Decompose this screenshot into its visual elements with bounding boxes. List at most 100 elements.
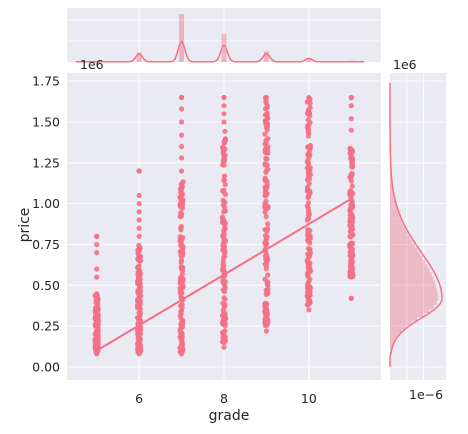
scatter-point: [262, 253, 269, 259]
scatter-point: [220, 287, 226, 293]
scatter-point: [262, 261, 268, 267]
scatter-point: [94, 274, 100, 280]
right-histogram-bar: [390, 345, 392, 350]
scatter-point: [262, 184, 268, 191]
scatter-point: [95, 304, 101, 310]
scatter-point: [136, 225, 142, 231]
right-histogram-bar: [390, 321, 412, 326]
scatter-point: [348, 94, 354, 101]
right-histogram-bar: [390, 288, 438, 293]
scatter-point: [348, 103, 354, 109]
top-kde-curve: [75, 40, 364, 63]
scatter-point: [304, 203, 310, 209]
scatter-point: [263, 198, 269, 204]
scatter-point: [221, 209, 227, 215]
scatter-point: [263, 266, 269, 272]
scatter-point: [220, 145, 226, 151]
scatter-point: [304, 293, 310, 299]
scatter-point: [94, 327, 100, 333]
scatter-point: [137, 284, 144, 290]
scatter-point: [177, 237, 183, 244]
scatter-point: [178, 257, 185, 263]
scatter-point: [221, 173, 228, 179]
right-histogram-bar: [390, 231, 408, 236]
scatter-point: [305, 184, 311, 190]
scatter-point: [178, 132, 185, 138]
scatter-point: [92, 292, 98, 298]
right-bottom-tick-label: 1e−6: [409, 387, 443, 402]
scatter-point: [307, 113, 313, 119]
scatter-point: [221, 189, 227, 195]
scatter-point: [265, 226, 271, 232]
scatter-point: [264, 291, 271, 297]
scatter-point: [178, 143, 185, 150]
scatter-point: [348, 202, 354, 208]
right-histogram-bar: [390, 292, 438, 297]
scatter-point: [137, 288, 143, 294]
right-histogram-bar: [390, 247, 418, 252]
scatter-point: [221, 279, 227, 285]
scatter-point: [136, 300, 142, 306]
right-histogram-bar: [390, 268, 430, 273]
y-tick-label: 1.00: [32, 196, 60, 211]
y-tick-label: 0.75: [32, 237, 60, 252]
y-tick-label: 1.75: [32, 74, 60, 89]
scatter-point: [265, 205, 271, 211]
right-histogram-bar: [390, 223, 404, 228]
scatter-point: [264, 309, 270, 316]
scatter-point: [265, 286, 271, 292]
right-histogram-bar: [390, 227, 406, 232]
scatter-point: [179, 305, 185, 311]
right-histogram-bar: [390, 304, 434, 309]
scatter-point: [135, 275, 142, 281]
scatter-point: [221, 339, 227, 345]
scatter-point: [349, 273, 355, 279]
scatter-point: [307, 228, 313, 234]
scatter-point: [178, 106, 185, 112]
scatter-point: [305, 238, 311, 244]
right-histogram-bar: [390, 215, 400, 220]
scatter-point: [349, 259, 356, 265]
right-histogram-bar: [390, 235, 410, 240]
scatter-point: [349, 162, 355, 169]
scatter-point: [136, 209, 142, 215]
scatter-point: [262, 112, 268, 118]
scatter-point: [264, 167, 270, 173]
right-offset-label: 1e6: [393, 57, 417, 72]
right-histogram-bar: [390, 202, 396, 207]
scatter-point: [263, 235, 269, 241]
scatter-point: [307, 100, 313, 106]
scatter-point: [347, 251, 354, 257]
scatter-point: [349, 171, 355, 177]
scatter-point: [94, 351, 100, 357]
scatter-point: [221, 295, 227, 301]
scatter-point: [220, 162, 226, 168]
scatter-point: [348, 241, 354, 247]
scatter-point: [348, 127, 354, 133]
right-histogram-bar: [390, 272, 432, 277]
right-histogram-bar: [390, 198, 395, 203]
right-histogram-bar: [390, 329, 402, 334]
right-histogram-bar: [390, 251, 420, 256]
scatter-point: [348, 189, 354, 195]
right-histogram-bar: [390, 239, 413, 244]
top-histogram-bar: [221, 34, 227, 62]
top-marginal: [75, 14, 364, 63]
scatter-point: [222, 323, 228, 329]
scatter-point: [135, 340, 141, 347]
scatter-point: [177, 201, 183, 207]
scatter-point: [94, 266, 100, 272]
scatter-point: [265, 147, 271, 153]
scatter-point: [262, 131, 268, 137]
right-histogram-bar: [390, 194, 395, 199]
scatter-point: [95, 341, 101, 347]
scatter-point: [265, 221, 271, 227]
scatter-point: [305, 212, 312, 218]
scatter-point: [179, 324, 185, 330]
scatter-point: [220, 202, 226, 208]
scatter-point: [350, 214, 356, 220]
scatter-point: [265, 257, 271, 263]
scatter-point: [136, 233, 142, 239]
scatter-point: [349, 246, 355, 252]
